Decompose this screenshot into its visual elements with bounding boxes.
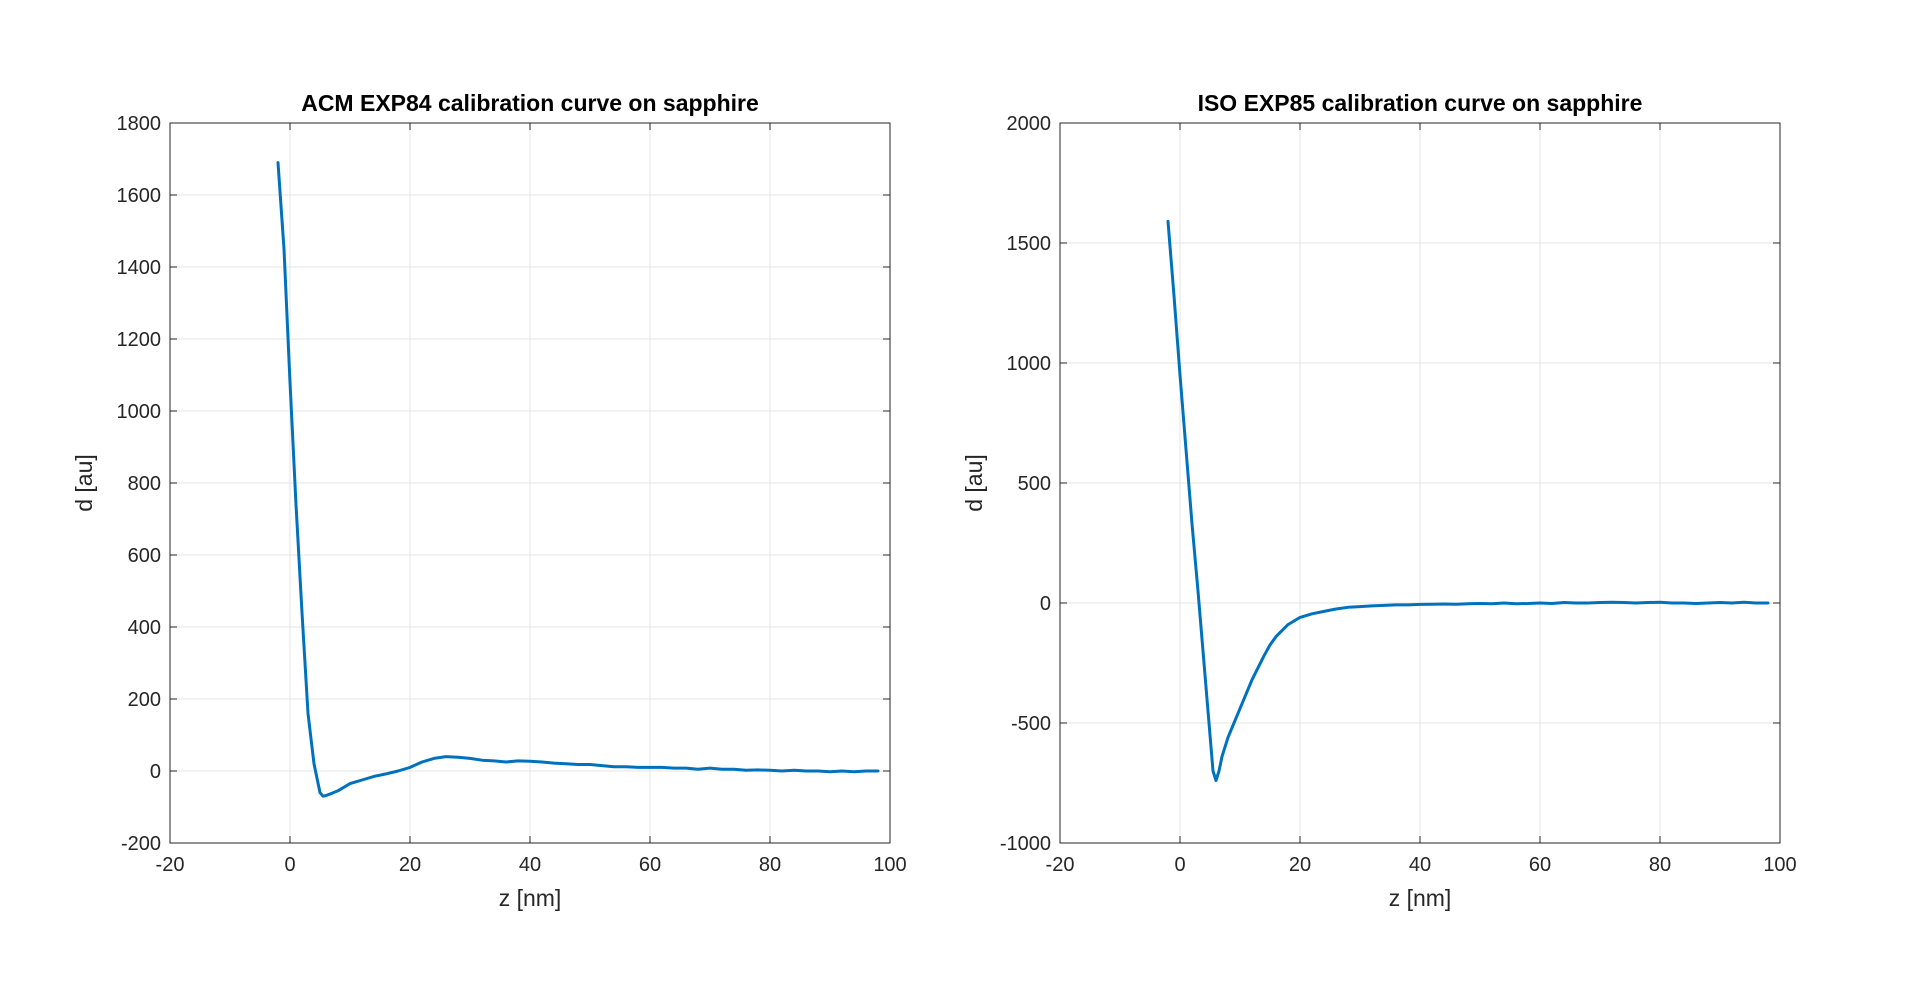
y-tick-label: -1000: [1000, 833, 1051, 855]
y-tick-label: 0: [150, 761, 161, 783]
y-tick-label: -200: [121, 833, 161, 855]
x-tick-label: 80: [1649, 854, 1671, 876]
chart-acm-exp84: ACM EXP84 calibration curve on sapphire …: [71, 90, 907, 911]
y-tick-label: 1500: [1007, 233, 1052, 255]
y-tick-label: 1000: [117, 401, 162, 423]
y-tick-label: 800: [128, 473, 161, 495]
x-tick-label: 20: [399, 854, 421, 876]
x-axis-label: z [nm]: [499, 885, 562, 911]
x-tick-label: 40: [1409, 854, 1431, 876]
chart-title: ISO EXP85 calibration curve on sapphire: [1198, 90, 1643, 116]
chart-title: ACM EXP84 calibration curve on sapphire: [301, 90, 759, 116]
x-tick-label: 60: [639, 854, 661, 876]
y-axis-label: d [au]: [71, 454, 97, 512]
x-tick-label: -20: [156, 854, 185, 876]
data-series-line: [1166, 219, 1770, 783]
y-tick-label: 1200: [117, 329, 162, 351]
y-tick-label: 600: [128, 545, 161, 567]
y-tick-label: 400: [128, 617, 161, 639]
x-tick-label: 100: [873, 854, 906, 876]
y-tick-label: 200: [128, 689, 161, 711]
data-series-line: [276, 161, 880, 798]
x-tick-label: 100: [1763, 854, 1796, 876]
x-tick-label: 0: [284, 854, 295, 876]
x-tick-label: -20: [1046, 854, 1075, 876]
y-tick-label: 1000: [1007, 353, 1052, 375]
y-tick-label: 2000: [1007, 113, 1052, 135]
x-tick-label: 80: [759, 854, 781, 876]
x-axis-label: z [nm]: [1389, 885, 1452, 911]
y-tick-label: 1400: [117, 257, 162, 279]
y-axis-label: d [au]: [961, 454, 987, 512]
x-tick-label: 0: [1174, 854, 1185, 876]
chart-iso-exp85: ISO EXP85 calibration curve on sapphire …: [961, 90, 1797, 911]
x-tick-label: 20: [1289, 854, 1311, 876]
x-tick-label: 60: [1529, 854, 1551, 876]
y-tick-label: 1600: [117, 185, 162, 207]
grid-lines: [170, 123, 890, 843]
y-tick-label: 0: [1040, 593, 1051, 615]
x-tick-label: 40: [519, 854, 541, 876]
y-tick-label: -500: [1011, 713, 1051, 735]
y-tick-label: 500: [1018, 473, 1051, 495]
y-tick-label: 1800: [117, 113, 162, 135]
